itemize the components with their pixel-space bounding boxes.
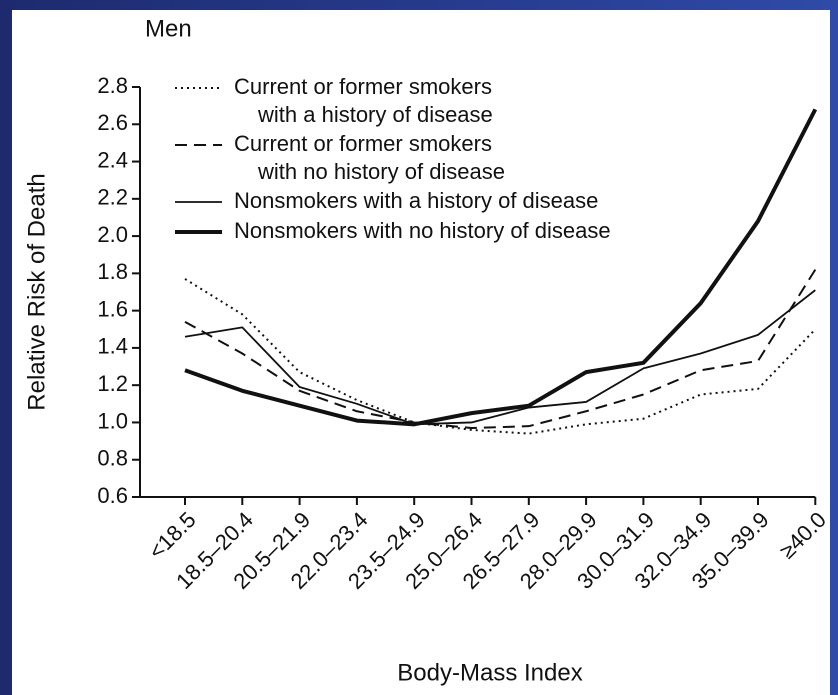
series-line bbox=[184, 289, 816, 426]
series-line bbox=[184, 269, 817, 430]
y-tick-label: 2.8 bbox=[97, 73, 128, 98]
legend-label: Nonsmokers with a history of disease bbox=[234, 188, 598, 213]
y-tick-label: 1.6 bbox=[97, 296, 128, 321]
y-tick-label: 1.4 bbox=[97, 334, 128, 359]
legend-label-line: with a history of disease bbox=[257, 102, 493, 127]
y-axis-title: Relative Risk of Death bbox=[23, 173, 50, 410]
y-tick-label: 2.6 bbox=[97, 110, 128, 135]
legend-label-line: Current or former smokers bbox=[234, 74, 492, 99]
panel bbox=[12, 10, 830, 695]
x-axis-title: Body-Mass Index bbox=[397, 659, 582, 686]
y-tick-label: 1.8 bbox=[97, 259, 128, 284]
y-tick-label: 0.6 bbox=[97, 483, 128, 508]
series-line bbox=[184, 108, 818, 427]
y-tick-label: 2.0 bbox=[97, 222, 128, 247]
chart-title: Men bbox=[145, 15, 192, 42]
series-line bbox=[184, 278, 817, 435]
legend-label-line: Current or former smokers bbox=[234, 131, 492, 156]
y-tick-label: 2.2 bbox=[97, 185, 128, 210]
legend-label: Current or former smokers with no history… bbox=[234, 131, 505, 184]
legend-label: Nonsmokers with no history of disease bbox=[234, 218, 611, 243]
y-tick-label: 1.0 bbox=[97, 408, 128, 433]
legend-label: Current or former smokers with a history … bbox=[234, 74, 493, 127]
legend-label-line: with no history of disease bbox=[257, 159, 505, 184]
y-tick-label: 2.4 bbox=[97, 147, 128, 172]
y-tick-label: 1.2 bbox=[97, 371, 128, 396]
y-tick-label: 0.8 bbox=[97, 446, 128, 471]
